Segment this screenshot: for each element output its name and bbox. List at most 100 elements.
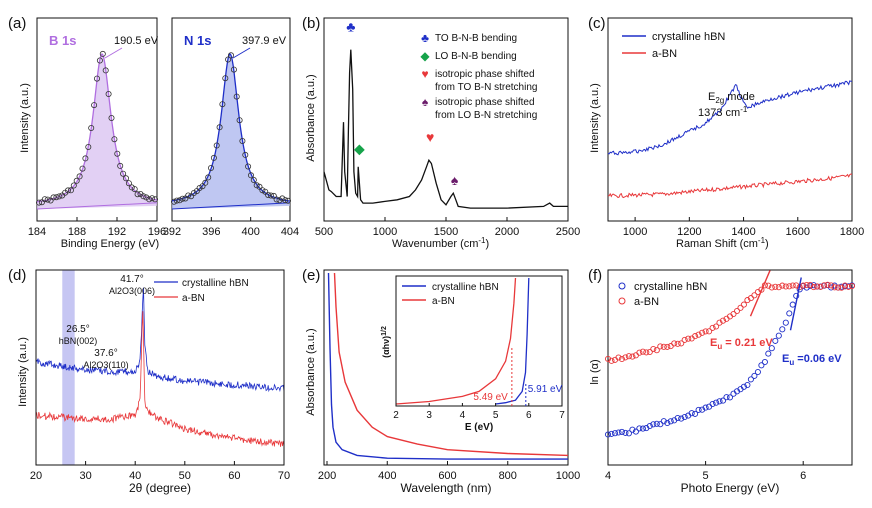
- urbach-point-0: [713, 399, 720, 406]
- urbach-point-1: [810, 284, 817, 291]
- data-point: [233, 93, 240, 100]
- urbach-point-0: [744, 381, 751, 389]
- urbach-point-1: [695, 331, 702, 338]
- urbach-point-0: [692, 410, 699, 417]
- x-axis-label: 2θ (degree): [129, 481, 191, 495]
- urbach-point-1: [803, 281, 810, 289]
- a-tick-label: 392: [163, 226, 181, 238]
- data-point: [173, 197, 180, 204]
- inset-y-label: (αhν)1/2: [381, 326, 391, 358]
- inset-series-0: [495, 277, 530, 405]
- urbach-point-1: [835, 284, 842, 291]
- b-tick-label: 1500: [434, 226, 458, 238]
- urbach-point-1: [618, 355, 625, 363]
- urbach-point-1: [671, 340, 678, 347]
- data-point: [219, 101, 226, 108]
- e-tick-label: 200: [318, 470, 336, 482]
- b-tick-label: 500: [315, 226, 333, 238]
- urbach-point-1: [660, 343, 667, 350]
- data-point: [149, 195, 156, 202]
- urbach-point-0: [789, 301, 796, 308]
- urbach-point-0: [719, 397, 727, 404]
- y-axis-label: Intensity (a.u.): [17, 337, 29, 407]
- urbach-point-1: [667, 343, 674, 350]
- data-point: [222, 75, 229, 82]
- x-axis-label: Photo Energy (eV): [681, 481, 780, 495]
- data-point: [88, 125, 95, 132]
- e-tick-label: 800: [499, 470, 517, 482]
- urbach-point-1: [681, 336, 688, 343]
- urbach-point-0: [754, 368, 761, 376]
- panel-label-d: (d): [8, 267, 26, 284]
- data-point: [216, 124, 223, 131]
- data-point: [99, 50, 106, 57]
- urbach-point-1: [650, 345, 657, 353]
- x-axis-label: Binding Energy (eV): [61, 238, 159, 250]
- urbach-point-1: [653, 347, 660, 354]
- urbach-point-0: [782, 319, 789, 326]
- data-point: [134, 191, 141, 198]
- urbach-point-0: [761, 358, 768, 366]
- data-point: [230, 66, 237, 73]
- urbach-point-1: [657, 343, 664, 350]
- legend-label: a-BN: [652, 48, 677, 60]
- urbach-point-1: [629, 353, 636, 360]
- d-tick-label: 60: [228, 470, 240, 482]
- urbach-point-1: [775, 284, 782, 291]
- bandgap-label: 5.49 eV: [473, 392, 508, 403]
- y-axis-label: ln (α): [589, 359, 601, 384]
- legend-label: isotropic phase shifted: [435, 97, 535, 108]
- legend-marker: ♣: [421, 31, 429, 45]
- peak-marker: ◆: [354, 141, 365, 157]
- peak-fill: [172, 54, 290, 209]
- urbach-point-0: [646, 422, 653, 430]
- urbach-point-0: [618, 428, 625, 435]
- legend-marker: ◆: [420, 49, 430, 63]
- data-point: [256, 183, 263, 190]
- urbach-point-1: [622, 354, 629, 361]
- data-point: [265, 191, 272, 198]
- data-point: [227, 52, 234, 59]
- urbach-point-0: [726, 394, 734, 401]
- y-axis-label: Intensity (a.u.): [589, 83, 601, 153]
- a-tick-label: 188: [68, 226, 86, 238]
- panel-label-e: (e): [302, 267, 320, 284]
- data-point: [151, 196, 158, 203]
- peak-fill: [37, 54, 157, 209]
- xrd-series-0: [35, 287, 285, 393]
- data-point: [213, 142, 220, 149]
- urbach-point-0: [688, 410, 695, 417]
- urbach-point-0: [751, 372, 758, 379]
- xrd-frame: [35, 269, 285, 466]
- a-tick-label: 192: [108, 226, 126, 238]
- urbach-point-1: [643, 349, 650, 356]
- e-tick-label: 1000: [556, 470, 580, 482]
- data-point: [91, 102, 98, 109]
- urbach-point-1: [604, 355, 612, 362]
- urbach-fit-hbn: [789, 277, 802, 331]
- inset-tick-label: 7: [559, 410, 565, 421]
- urbach-point-1: [713, 323, 720, 330]
- element-label: B 1s: [49, 33, 76, 48]
- urbach-point-1: [831, 284, 838, 291]
- data-point: [170, 198, 177, 205]
- d-tick-label: 30: [79, 470, 91, 482]
- urbach-point-0: [653, 420, 660, 427]
- legend-marker: [618, 297, 626, 305]
- data-point: [36, 199, 43, 206]
- data-point: [111, 136, 118, 143]
- d-tick-label: 50: [179, 470, 191, 482]
- urbach-point-1: [768, 284, 775, 291]
- baseline: [171, 202, 291, 210]
- inset-series-1: [395, 277, 517, 405]
- data-point: [108, 115, 115, 122]
- c-tick-label: 1400: [731, 226, 755, 238]
- data-point: [114, 150, 121, 157]
- c-tick-label: 1600: [786, 226, 810, 238]
- x-axis-label: Wavenumber (cm-1): [392, 236, 489, 250]
- uvvis-frame: [323, 269, 569, 466]
- xps-frame-0: [36, 17, 158, 222]
- urbach-point-1: [625, 353, 632, 360]
- urbach-point-0: [709, 400, 716, 408]
